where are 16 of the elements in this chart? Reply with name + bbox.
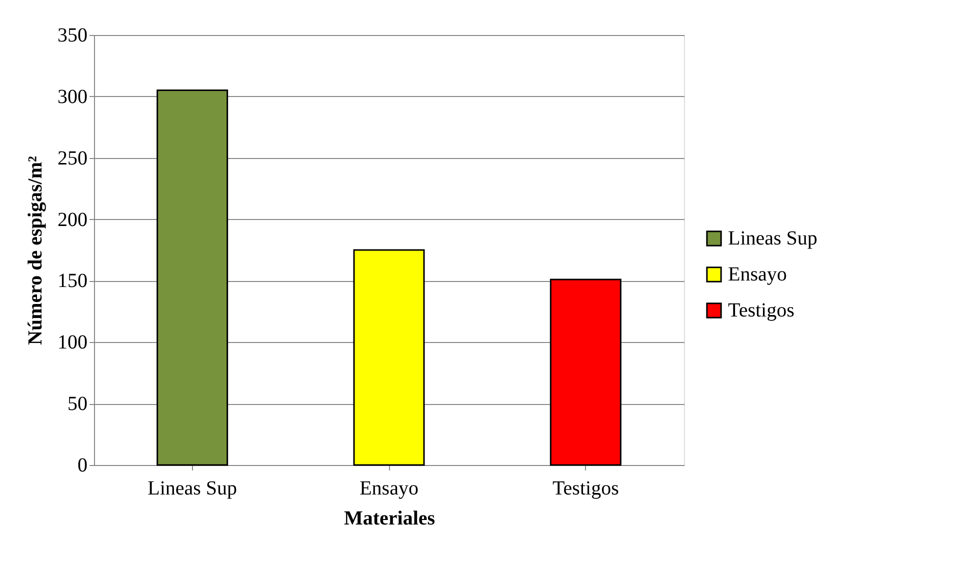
legend-label: Testigos [728, 300, 795, 322]
y-tick-label: 100 [58, 332, 88, 354]
x-tick-label: Ensayo [360, 478, 418, 500]
y-tick-label: 250 [58, 147, 88, 170]
y-tick-label: 150 [58, 270, 88, 292]
x-axis-title: Materiales [344, 508, 436, 530]
y-tick-label: 0 [78, 454, 88, 476]
x-tick-label: Lineas Sup [148, 478, 238, 500]
legend-label: Ensayo [728, 264, 787, 286]
legend-label: Lineas Sup [728, 228, 818, 250]
x-tick-label: Testigos [552, 478, 620, 500]
y-axis-title: Número de espigas/m² [24, 156, 46, 345]
y-tick-label: 200 [58, 208, 88, 231]
y-tick-label: 350 [58, 24, 88, 46]
y-tick-label: 300 [58, 86, 88, 108]
y-tick-label: 50 [68, 393, 88, 416]
